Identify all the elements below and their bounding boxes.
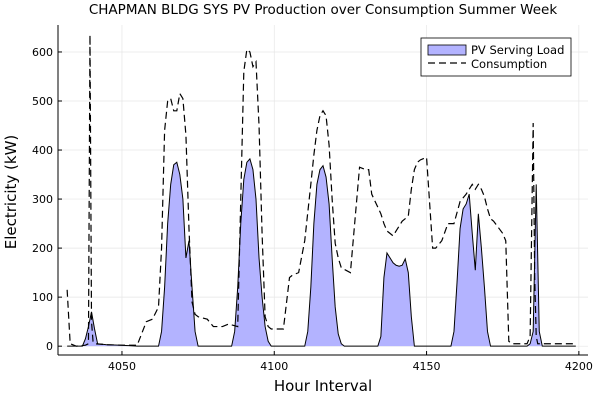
x-tick-label: 4200 [565, 360, 593, 373]
consumption-line [66, 34, 576, 347]
legend-box [420, 37, 572, 77]
ticks: 4050 4100 4150 4200 0 100 200 300 400 500 600 [32, 46, 593, 373]
chart-title: CHAPMAN BLDG SYS PV Production over Cons… [89, 2, 557, 18]
y-tick-label: 100 [32, 291, 53, 304]
y-tick-label: 400 [32, 144, 53, 157]
legend: PV Serving Load Consumption [420, 37, 572, 77]
legend-label-pv: PV Serving Load [471, 43, 564, 57]
pv-serving-load-line [67, 157, 576, 347]
y-tick-label: 0 [46, 340, 53, 353]
legend-swatch-pv [427, 44, 467, 56]
y-tick-label: 200 [32, 242, 53, 255]
x-axis-label: Hour Interval [274, 377, 372, 395]
y-axis-label: Electricity (kW) [2, 135, 20, 250]
y-tick-label: 500 [32, 95, 53, 108]
y-tick-label: 600 [32, 46, 53, 59]
axes [57, 25, 588, 356]
pv-serving-load-area [67, 158, 576, 347]
x-tick-label: 4050 [108, 360, 136, 373]
y-tick-label: 300 [32, 193, 53, 206]
x-tick-label: 4150 [413, 360, 441, 373]
x-tick-label: 4100 [260, 360, 288, 373]
plot-area [66, 34, 576, 347]
legend-label-consumption: Consumption [471, 57, 547, 71]
